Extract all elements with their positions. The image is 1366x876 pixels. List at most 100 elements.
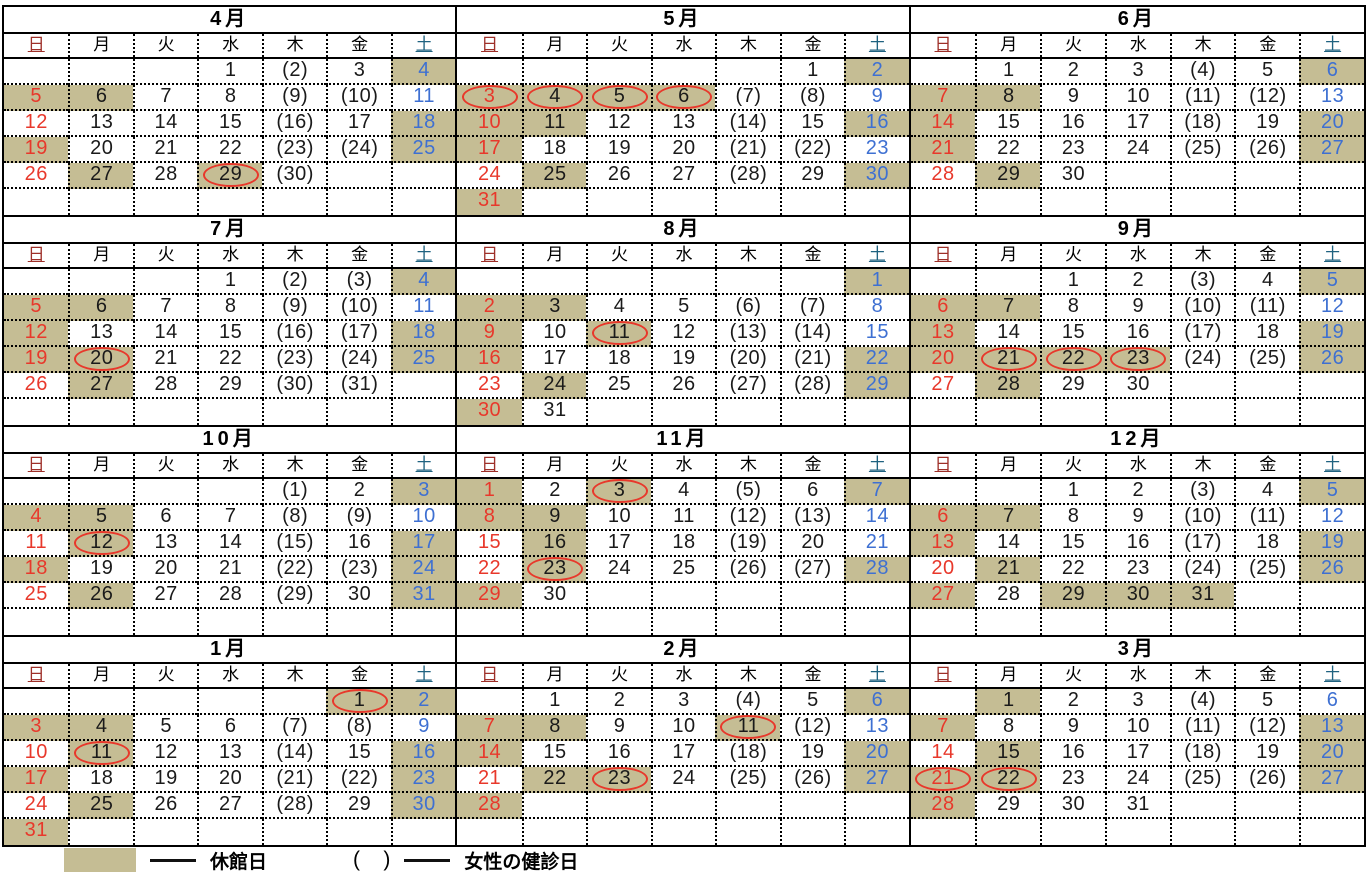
empty-cell [779,819,844,845]
week-row: 16 17 18 19 (20) (21) 22 [457,347,909,373]
day-cell: 10 [521,321,587,347]
day-cell: 28 [457,793,522,819]
holiday-circle [1110,347,1167,371]
day-cell: 31 [521,399,586,425]
day-cell: 1 [975,59,1041,85]
empty-cell [1299,163,1364,189]
empty-cell [715,819,779,845]
weekday-label: 日 [481,35,499,54]
week-row: 8 9 10 11 (12) (13) 14 [457,505,909,531]
day-number: 1 [224,269,237,291]
week-row: 1 2 3 (4) 5 6 [910,59,1364,85]
empty-cell [1169,373,1235,399]
day-cell: 8 [197,85,262,111]
day-cell: 29 [197,373,262,399]
day-number: 29 [1061,583,1086,605]
day-cell: 25 [68,793,133,819]
month-september: 9月日月火水木金土 1 2 (3) 4 5 6 7 8 9 (10) (11) 12 13 14 15 16 (1… [910,217,1364,427]
empty-cell [4,479,69,505]
day-cell: 2 [326,479,391,505]
day-cell: 20 [779,531,845,557]
day-number: 23 [1126,557,1150,579]
day-number: 15 [543,741,567,763]
day-cell: (26) [1234,137,1300,163]
day-number: 17 [1126,741,1150,763]
day-cell: (10) [1169,295,1235,321]
empty-cell [1104,399,1170,425]
day-cell: 24 [521,373,587,399]
day-cell: 1 [326,689,391,715]
day-cell: 22 [975,137,1041,163]
day-number: 27 [90,163,114,185]
day-cell: 12 [1299,505,1364,531]
day-cell: 7 [910,85,976,111]
day-cell: 12 [132,741,198,767]
day-number: 24 [1126,137,1150,159]
month-title: 6月 [910,7,1364,34]
day-cell: 8 [1040,505,1105,531]
day-cell: (23) [261,137,327,163]
week-row: 1 2 (3) 4 5 [910,479,1364,505]
empty-cell [779,793,845,819]
day-cell: (26) [779,767,845,793]
day-cell: 31 [4,819,69,845]
day-number: 6 [224,715,237,737]
week-row: 11 12 13 14 (15) 16 17 [4,531,456,557]
week-row: 3 4 5 6 (7) (8) 9 [4,715,456,741]
empty-cell [68,819,132,845]
weekday-label: 水 [650,664,715,687]
day-cell: 29 [1040,373,1105,399]
day-cell: 6 [68,85,133,111]
day-number: 25 [543,163,567,185]
day-cell: 13 [68,321,133,347]
day-cell: (24) [1169,557,1235,583]
day-cell: 11 [4,531,69,557]
day-cell: 15 [457,531,522,557]
annual-calendar-grid: 4月日月火水木金土 1 (2) 3 4 5 6 7 8 (9) (10) 11 12 13 14 15 (16)… [2,5,1366,847]
day-number: (11) [1185,85,1222,107]
day-cell: (7) [715,85,780,111]
day-cell: (23) [326,557,391,583]
empty-cell [715,189,779,215]
day-number: 12 [1320,505,1345,527]
empty-cell [4,189,68,215]
day-cell: 23 [586,767,651,793]
day-cell: 25 [586,373,651,399]
empty-cell [261,609,326,635]
day-cell: 26 [4,373,69,399]
weekday-label: 日 [27,35,45,54]
empty-cell [1234,399,1299,425]
day-number: 9 [871,85,884,107]
day-cell: 13 [910,321,976,347]
day-cell: 18 [390,321,456,347]
weekday-label: 土 [1299,34,1364,57]
day-cell: (27) [715,373,780,399]
day-cell: 31 [457,189,522,215]
day-cell: 22 [521,767,587,793]
legend-line [150,858,196,862]
week-row: 14 15 16 17 (18) 19 20 [457,741,909,767]
empty-cell [1040,189,1105,215]
day-number: 4 [30,505,43,527]
day-cell: (17) [326,321,391,347]
parentheses-symbol: ( ) [353,848,391,871]
day-cell: 13 [197,741,262,767]
day-cell: 9 [1040,85,1105,111]
day-cell: 13 [1299,715,1364,741]
day-number: (28) [276,793,314,815]
week-row: 1 2 3 (4) 5 6 [910,689,1364,715]
day-number: 30 [412,793,436,815]
day-cell: 4 [521,85,587,111]
day-cell: 12 [68,531,133,557]
day-cell: 6 [197,715,262,741]
day-number: 5 [1262,59,1274,81]
week-row: 13 14 15 16 (17) 18 19 [910,531,1364,557]
month-may: 5月日月火水木金土 1 2 3 4 5 6 (7) (8) 9 10 11 12 13 (14) 15 16 17… [457,7,911,217]
week-row: 22 23 24 25 (26) (27) 28 [457,557,909,583]
day-number: 24 [543,373,567,395]
day-cell: 11 [650,505,716,531]
empty-cell [910,689,976,715]
day-cell: 5 [1234,689,1300,715]
day-cell: (3) [1169,479,1235,505]
day-number: (14) [729,111,768,133]
